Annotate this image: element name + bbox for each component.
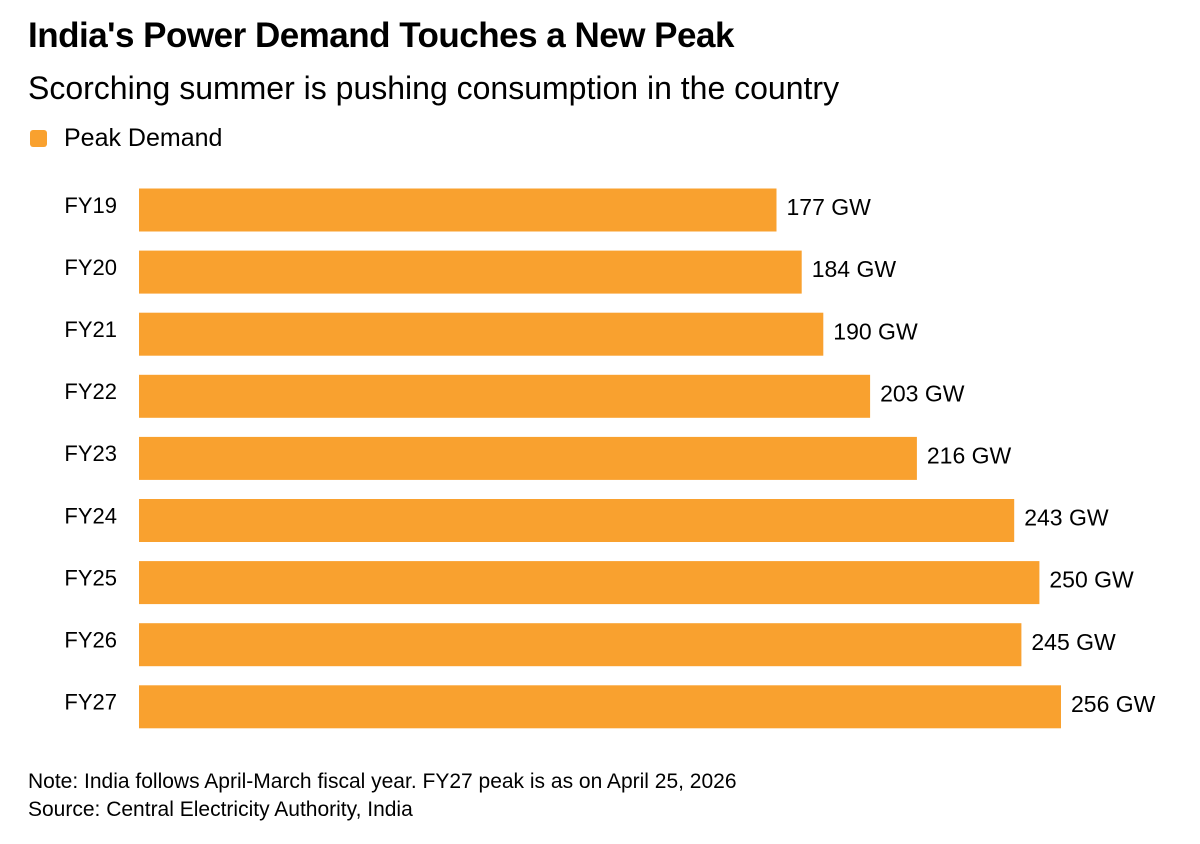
- value-label: 245 GW: [1031, 629, 1116, 655]
- category-label: FY23: [64, 441, 117, 466]
- category-label: FY27: [64, 690, 117, 715]
- bar-fy20: [139, 250, 802, 294]
- bar-fy22: [139, 374, 871, 418]
- bar-fy27: [139, 685, 1061, 729]
- chart-title: India's Power Demand Touches a New Peak: [28, 16, 734, 55]
- legend-swatch: [30, 130, 47, 147]
- value-label: 177 GW: [787, 194, 872, 220]
- bar-fy23: [139, 436, 917, 480]
- value-label: 190 GW: [833, 318, 918, 344]
- value-label: 243 GW: [1024, 505, 1109, 531]
- category-label: FY22: [64, 379, 117, 404]
- chart-subtitle: Scorching summer is pushing consumption …: [28, 70, 840, 106]
- category-label: FY20: [64, 255, 117, 280]
- value-label: 216 GW: [927, 442, 1012, 468]
- category-label: FY26: [64, 628, 117, 653]
- category-label: FY19: [64, 193, 117, 218]
- value-label: 250 GW: [1049, 567, 1134, 593]
- value-label: 256 GW: [1071, 691, 1156, 717]
- value-label: 184 GW: [812, 256, 897, 282]
- bar-fy26: [139, 623, 1022, 667]
- bar-fy25: [139, 561, 1040, 605]
- legend: Peak Demand: [30, 124, 222, 153]
- category-label: FY21: [64, 317, 117, 342]
- legend-label: Peak Demand: [64, 124, 223, 152]
- category-label: FY24: [64, 503, 117, 528]
- bar-fy24: [139, 499, 1015, 542]
- category-label: FY25: [64, 565, 117, 590]
- value-label: 203 GW: [880, 380, 965, 406]
- bar-fy21: [139, 312, 824, 356]
- chart-source: Source: Central Electricity Authority, I…: [28, 798, 413, 821]
- bar-fy19: [139, 188, 777, 232]
- chart-note: Note: India follows April-March fiscal y…: [28, 770, 737, 793]
